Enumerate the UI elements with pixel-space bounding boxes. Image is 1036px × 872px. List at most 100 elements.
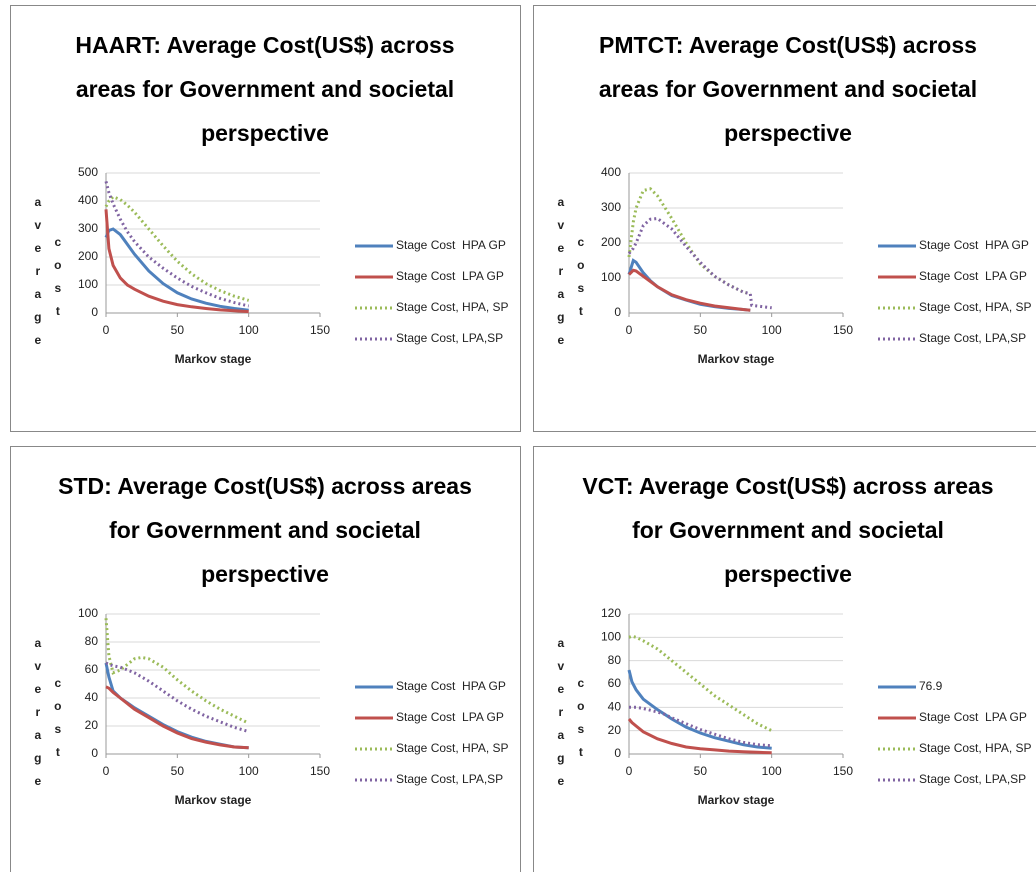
y-tick-label: 60: [608, 676, 622, 690]
y-tick-label: 100: [601, 270, 621, 284]
x-axis-title: Markov stage: [175, 793, 252, 807]
x-tick-label: 150: [833, 323, 853, 337]
y-tick-label: 0: [91, 305, 98, 319]
chart-panel: VCT: Average Cost(US$) across areas for G…: [533, 446, 1036, 872]
legend-label: Stage Cost LPA GP: [396, 710, 504, 724]
series-line: [104, 227, 249, 312]
x-tick-label: 50: [171, 323, 185, 337]
panel-border: [10, 446, 521, 872]
chart-title: STD: Average Cost(US$) across areas: [58, 473, 472, 499]
y-tick-label: 40: [608, 700, 622, 714]
panel-border: [533, 446, 1036, 872]
series-line: [104, 181, 250, 308]
x-tick-label: 150: [310, 764, 330, 778]
y-axis-title: cost: [51, 235, 65, 327]
chart-title: VCT: Average Cost(US$) across areas: [582, 473, 993, 499]
x-tick-label: 150: [833, 764, 853, 778]
panel-border: [533, 5, 1036, 432]
legend-label: Stage Cost HPA GP: [396, 238, 506, 252]
y-tick-label: 400: [78, 193, 98, 207]
series-line: [627, 669, 772, 750]
chart-title: perspective: [724, 120, 852, 146]
y-tick-label: 300: [78, 221, 98, 235]
y-tick-label: 20: [85, 718, 99, 732]
series-line: [104, 618, 250, 725]
chart-title: areas for Government and societal: [76, 76, 454, 102]
y-tick-label: 120: [601, 606, 621, 620]
y-tick-label: 200: [601, 235, 621, 249]
legend-label: Stage Cost LPA GP: [919, 269, 1027, 283]
legend-label: 76.9: [919, 679, 943, 693]
y-tick-label: 80: [608, 653, 622, 667]
series-line: [627, 268, 751, 312]
y-tick-label: 80: [85, 634, 99, 648]
series-line: [105, 661, 250, 734]
x-tick-label: 0: [626, 764, 633, 778]
legend-label: Stage Cost, HPA, SP: [396, 741, 509, 755]
chart-title: HAART: Average Cost(US$) across: [75, 32, 454, 58]
chart-title: areas for Government and societal: [599, 76, 977, 102]
x-tick-label: 100: [762, 323, 782, 337]
series-line: [627, 258, 751, 312]
y-tick-label: 0: [91, 746, 98, 760]
x-tick-label: 50: [171, 764, 185, 778]
panel-border: [10, 5, 521, 432]
legend-label: Stage Cost HPA GP: [396, 679, 506, 693]
series-line: [627, 216, 772, 310]
y-tick-label: 20: [608, 723, 622, 737]
y-tick-label: 100: [78, 606, 98, 620]
chart-title: perspective: [724, 561, 852, 587]
chart-title: for Government and societal: [109, 517, 421, 543]
y-axis-title: average: [31, 636, 45, 797]
x-tick-label: 100: [239, 323, 259, 337]
legend-label: Stage Cost LPA GP: [919, 710, 1027, 724]
x-tick-label: 100: [239, 764, 259, 778]
chart-panel: HAART: Average Cost(US$) across areas for…: [10, 5, 521, 432]
x-tick-label: 50: [694, 323, 708, 337]
series-line: [628, 634, 773, 733]
chart-title: for Government and societal: [632, 517, 944, 543]
y-axis-title: cost: [574, 235, 588, 327]
series-line: [104, 209, 249, 314]
legend-label: Stage Cost, HPA, SP: [919, 300, 1032, 314]
x-tick-label: 150: [310, 323, 330, 337]
y-axis-title: cost: [574, 676, 588, 768]
series-line: [627, 718, 772, 755]
x-tick-label: 50: [694, 764, 708, 778]
series-line: [105, 685, 249, 750]
y-tick-label: 60: [85, 662, 99, 676]
x-tick-label: 0: [626, 323, 633, 337]
chart-title: perspective: [201, 561, 329, 587]
series-line: [629, 705, 772, 748]
legend-label: Stage Cost, LPA,SP: [919, 331, 1026, 345]
legend-label: Stage Cost, LPA,SP: [396, 331, 503, 345]
y-tick-label: 40: [85, 690, 99, 704]
legend-label: Stage Cost HPA GP: [919, 238, 1029, 252]
x-tick-label: 100: [762, 764, 782, 778]
y-tick-label: 100: [601, 630, 621, 644]
y-axis-title: cost: [51, 676, 65, 768]
chart-title: perspective: [201, 120, 329, 146]
y-tick-label: 300: [601, 200, 621, 214]
x-tick-label: 0: [103, 764, 110, 778]
legend-label: Stage Cost, LPA,SP: [396, 772, 503, 786]
y-tick-label: 200: [78, 249, 98, 263]
y-tick-label: 500: [78, 165, 98, 179]
x-axis-title: Markov stage: [698, 352, 775, 366]
legend-label: Stage Cost, HPA, SP: [396, 300, 509, 314]
legend-label: Stage Cost LPA GP: [396, 269, 504, 283]
y-tick-label: 100: [78, 277, 98, 291]
chart-panel: STD: Average Cost(US$) across areas for G…: [10, 446, 521, 872]
y-tick-label: 0: [614, 305, 621, 319]
chart-title: PMTCT: Average Cost(US$) across: [599, 32, 977, 58]
x-tick-label: 0: [103, 323, 110, 337]
legend-label: Stage Cost, HPA, SP: [919, 741, 1032, 755]
y-tick-label: 400: [601, 165, 621, 179]
y-axis-title: average: [554, 195, 568, 356]
x-axis-title: Markov stage: [175, 352, 252, 366]
chart-panel: PMTCT: Average Cost(US$) across areas for…: [533, 5, 1036, 432]
x-axis-title: Markov stage: [698, 793, 775, 807]
legend-label: Stage Cost, LPA,SP: [919, 772, 1026, 786]
y-axis-title: average: [554, 636, 568, 797]
